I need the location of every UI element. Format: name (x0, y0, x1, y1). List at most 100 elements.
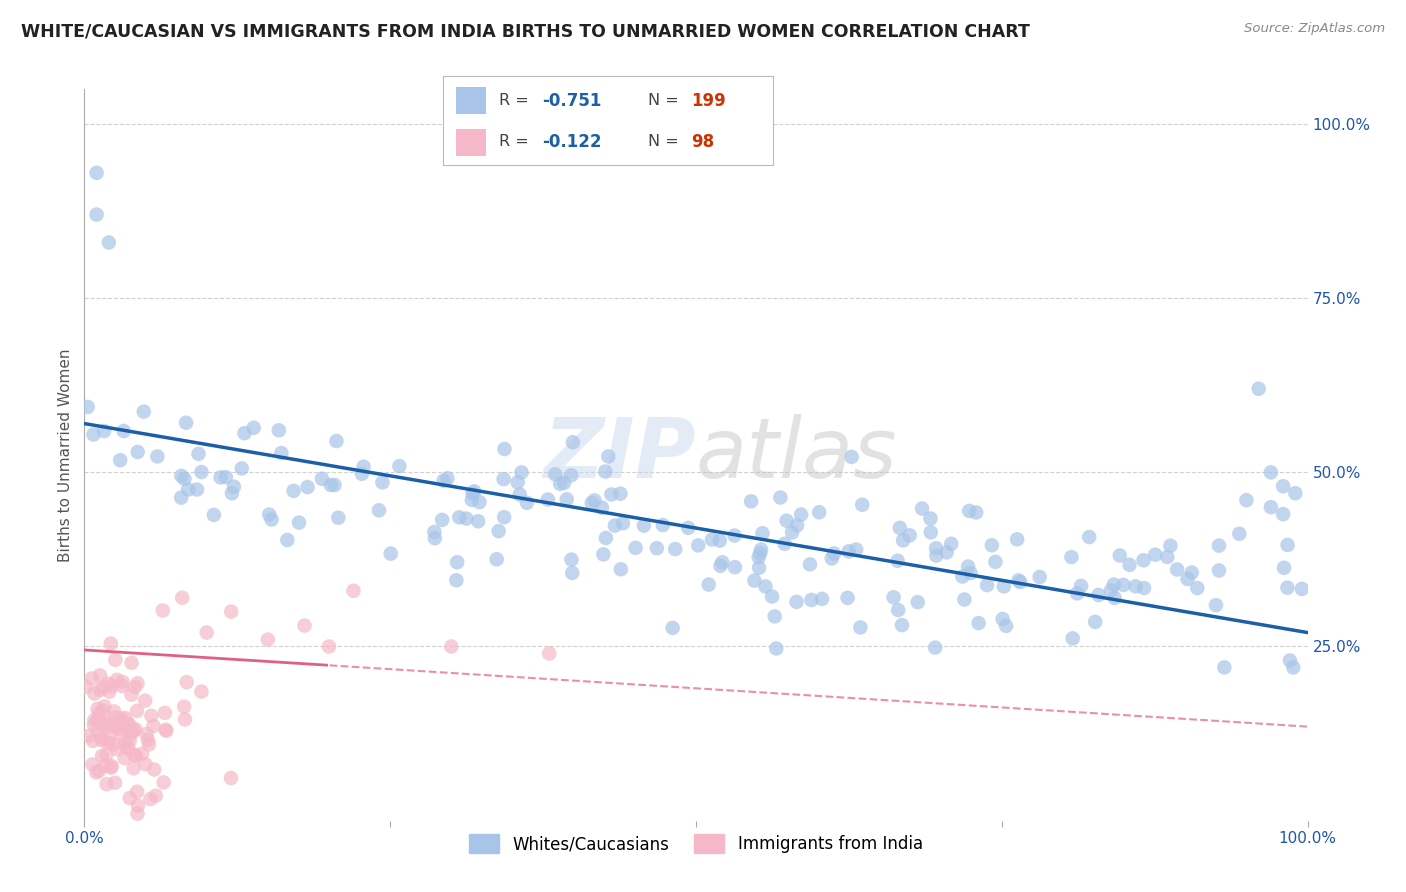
Point (920, 525, 942, 540)
Point (121, 656, 143, 670)
Point (883, 591, 905, 605)
Point (1227, 526, 1250, 541)
Point (1278, 653, 1301, 667)
Point (267, 423, 290, 437)
Point (494, 442, 516, 456)
Point (891, 533, 914, 548)
Point (723, 528, 745, 542)
Point (890, 618, 912, 632)
Point (114, 751, 136, 765)
Point (775, 514, 797, 528)
Point (328, 510, 350, 524)
Point (112, 424, 135, 438)
Point (935, 545, 957, 559)
Point (610, 562, 633, 576)
Point (170, 469, 193, 483)
Point (173, 699, 195, 714)
Point (107, 722, 129, 736)
Point (135, 727, 157, 741)
Point (609, 486, 631, 500)
Point (118, 791, 141, 805)
Point (433, 474, 456, 488)
Bar (456, 129, 486, 156)
Point (991, 612, 1014, 626)
Point (288, 516, 311, 530)
Point (127, 806, 149, 821)
Point (101, 718, 124, 732)
Point (190, 465, 212, 479)
Point (1282, 660, 1305, 674)
Point (561, 566, 583, 580)
Point (124, 748, 146, 763)
Point (965, 505, 987, 519)
Point (105, 742, 128, 756)
Point (77, 729, 100, 743)
Point (995, 619, 1018, 633)
Point (1260, 466, 1282, 480)
Point (1213, 660, 1236, 674)
Point (283, 483, 305, 498)
Point (87, 764, 110, 778)
Point (86, 166, 108, 180)
Text: R =: R = (499, 94, 534, 108)
Point (323, 478, 346, 492)
Point (121, 688, 143, 702)
Point (709, 558, 731, 573)
Point (270, 446, 292, 460)
Point (219, 771, 242, 785)
Point (423, 524, 446, 539)
Point (96, 747, 118, 762)
Point (456, 511, 478, 525)
Point (353, 459, 375, 474)
Text: -0.122: -0.122 (543, 133, 602, 151)
Point (127, 445, 149, 459)
Point (187, 447, 209, 461)
Point (82, 757, 104, 772)
Point (423, 531, 446, 545)
Point (90, 733, 112, 747)
Point (219, 605, 242, 619)
Point (124, 680, 146, 694)
Point (463, 484, 485, 499)
Point (186, 483, 208, 497)
Point (509, 487, 531, 501)
Point (1062, 632, 1084, 646)
Point (851, 498, 873, 512)
Point (97, 235, 120, 250)
Legend: Whites/Caucasians, Immigrants from India: Whites/Caucasians, Immigrants from India (463, 827, 929, 860)
Text: ZIP: ZIP (543, 415, 696, 495)
Text: N =: N = (648, 135, 683, 149)
Point (595, 531, 617, 545)
Point (117, 724, 139, 739)
Point (122, 761, 145, 775)
Point (800, 593, 823, 607)
Point (1272, 561, 1295, 575)
Point (849, 620, 872, 634)
Point (624, 541, 647, 555)
Point (786, 518, 808, 533)
Point (548, 476, 571, 491)
Point (1099, 583, 1122, 598)
Point (560, 468, 582, 483)
Point (1125, 579, 1147, 593)
Point (953, 592, 976, 607)
Point (1272, 507, 1295, 521)
Point (763, 609, 786, 624)
Point (537, 492, 560, 507)
Point (924, 640, 946, 655)
Point (436, 471, 458, 485)
Point (886, 554, 908, 568)
Point (1104, 591, 1126, 605)
Point (488, 524, 510, 538)
Point (651, 518, 673, 533)
Point (94, 758, 117, 772)
Point (93, 714, 115, 729)
Point (1005, 533, 1028, 547)
Point (103, 705, 125, 719)
Point (1028, 570, 1050, 584)
Point (83, 713, 105, 727)
Point (89, 668, 111, 682)
Point (700, 533, 723, 547)
Point (257, 632, 280, 647)
Point (600, 487, 623, 501)
